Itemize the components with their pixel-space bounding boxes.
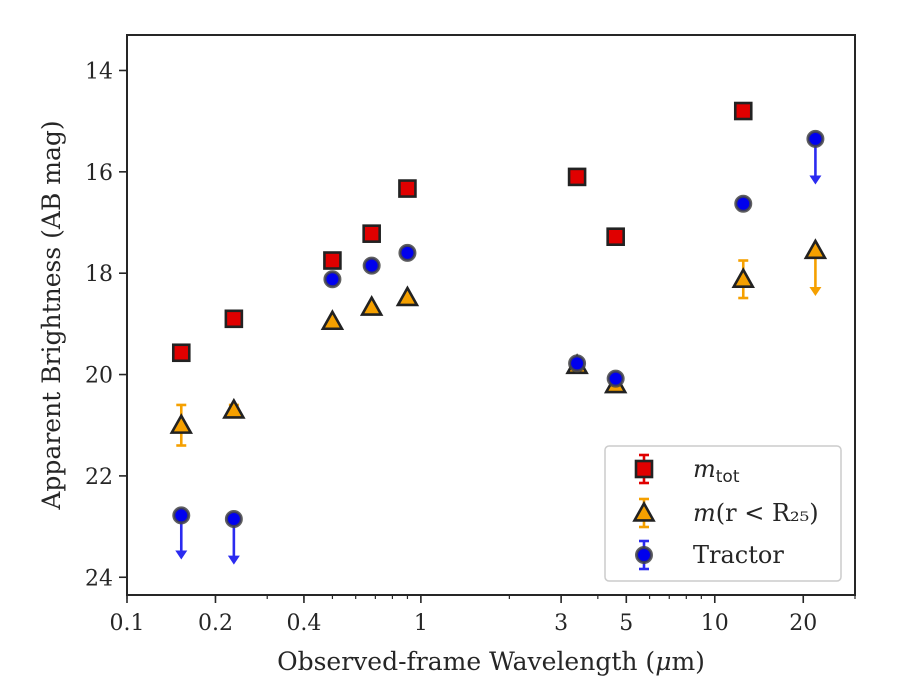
data-point-square <box>323 251 342 270</box>
legend-label-subscript: tot <box>716 467 740 487</box>
y-axis-title: Apparent Brightness (AB mag) <box>37 120 66 510</box>
x-tick-label: 3 <box>554 611 568 636</box>
legend-label-text: (r < R₂₅) <box>716 499 819 527</box>
data-point-triangle <box>169 413 194 434</box>
upper-limit-arrow-head <box>227 555 240 565</box>
x-tick-label: 0.1 <box>110 611 145 636</box>
data-point-square <box>224 309 244 329</box>
legend-label: mtot <box>693 455 740 487</box>
data-point-triangle <box>222 397 246 419</box>
upper-limit-arrow-head <box>809 286 822 296</box>
data-point-circle <box>734 194 753 213</box>
x-tick-label: 5 <box>619 611 633 636</box>
x-tick-label: 0.4 <box>286 611 321 636</box>
data-point-circle <box>224 509 243 528</box>
legend-marker-triangle <box>632 500 656 522</box>
y-tick-label: 16 <box>85 161 113 186</box>
x-axis-title: Observed-frame Wavelength (μm) <box>277 647 705 676</box>
data-point-square <box>606 227 625 247</box>
legend-label: m(r < R₂₅) <box>693 499 819 527</box>
x-axis-title-mu: μ <box>655 647 671 676</box>
x-tick-label: 0.2 <box>198 611 233 636</box>
legend-marker-circle <box>635 546 653 564</box>
series-circle <box>172 129 825 565</box>
data-point-circle <box>606 369 625 388</box>
axis-labels: Observed-frame Wavelength (μm) Apparent B… <box>37 120 705 676</box>
series-triangle <box>169 238 828 447</box>
x-tick-label: 1 <box>414 611 428 636</box>
data-point-circle <box>568 354 587 373</box>
data-point-square <box>171 343 191 363</box>
data-point-triangle <box>731 267 755 288</box>
upper-limit-arrow-head <box>175 550 188 560</box>
data-point-square <box>733 101 753 121</box>
y-tick-label: 20 <box>85 364 113 389</box>
legend-label-italic: m <box>693 455 716 483</box>
axes-group: 0.1 0.2 0.4 1 3 5 10 20 14 16 18 20 22 24 <box>85 34 856 636</box>
data-point-circle <box>806 129 825 148</box>
legend-label-text: Tractor <box>693 541 784 569</box>
upper-limit-arrow-head <box>809 175 822 185</box>
legend-marker-square <box>634 459 654 479</box>
legend-label: Tractor <box>693 541 784 569</box>
x-tick-label: 10 <box>701 611 729 636</box>
y-tick-label: 14 <box>85 59 113 84</box>
y-tick-label: 18 <box>85 262 113 287</box>
data-point-triangle <box>395 285 420 307</box>
x-tick-label: 20 <box>789 611 817 636</box>
y-tick-label: 24 <box>85 566 113 591</box>
data-point-square <box>398 179 417 198</box>
data-group <box>169 101 828 565</box>
data-point-circle <box>362 256 381 275</box>
data-point-triangle <box>803 238 828 260</box>
legend-label-italic: m <box>693 499 716 527</box>
data-point-square <box>362 224 381 243</box>
data-point-triangle <box>359 294 384 316</box>
data-point-circle <box>172 506 191 525</box>
series-square <box>171 101 753 363</box>
data-point-square <box>567 167 587 187</box>
data-point-circle <box>398 243 417 262</box>
plot-frame <box>126 34 856 596</box>
data-point-triangle <box>320 309 345 331</box>
legend-box <box>604 445 842 582</box>
data-point-circle <box>323 270 342 289</box>
y-tick-label: 22 <box>85 465 113 490</box>
